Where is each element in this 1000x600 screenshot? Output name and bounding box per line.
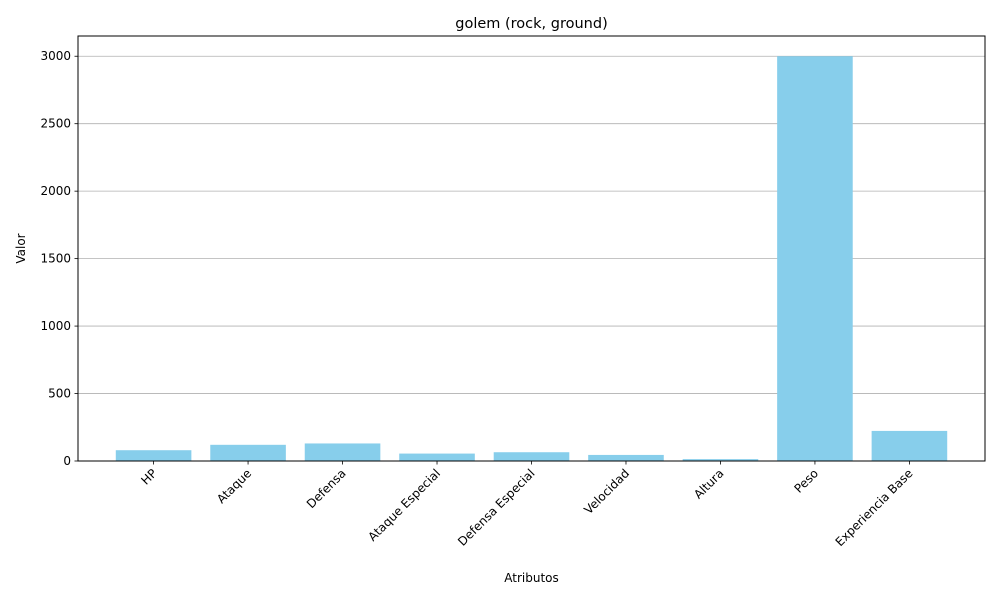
x-tick-label: Peso	[792, 466, 822, 496]
x-tick-label: Defensa	[304, 466, 349, 511]
bar-altura	[682, 459, 759, 461]
y-tick-label: 1000	[40, 319, 71, 333]
y-tick-label: 2500	[40, 117, 71, 131]
y-tick-label: 1500	[40, 252, 71, 266]
bar-defensa-especial	[493, 452, 570, 461]
x-axis-ticks: HP Ataque Defensa Ataque Especial Defensa Es…	[138, 461, 916, 549]
bar-velocidad	[588, 454, 664, 461]
bar-hp	[115, 450, 192, 461]
x-tick-label: Experiencia Base	[833, 466, 916, 549]
y-axis-title: Valor	[14, 233, 28, 263]
y-tick-label: 2000	[40, 184, 71, 198]
x-tick-label: HP	[138, 466, 159, 487]
y-tick-label: 3000	[40, 49, 71, 63]
bars	[115, 56, 948, 461]
y-tick-label: 500	[48, 387, 71, 401]
bar-ataque-especial	[399, 453, 475, 461]
bar-defensa	[304, 443, 381, 461]
x-tick-label: Altura	[691, 466, 726, 501]
bar-peso	[777, 56, 853, 461]
x-tick-label: Ataque Especial	[365, 466, 443, 544]
bar-experiencia-base	[871, 430, 948, 461]
x-tick-label: Ataque	[214, 466, 254, 506]
x-tick-label: Defensa Especial	[455, 466, 538, 549]
x-axis-title: Atributos	[504, 571, 559, 585]
x-tick-label: Velocidad	[581, 466, 632, 517]
y-axis-ticks: 0 500 1000 1500 2000 2500 3000	[40, 49, 78, 468]
chart-title: golem (rock, ground)	[455, 16, 607, 32]
bar-ataque	[210, 444, 286, 461]
y-tick-label: 0	[63, 454, 71, 468]
